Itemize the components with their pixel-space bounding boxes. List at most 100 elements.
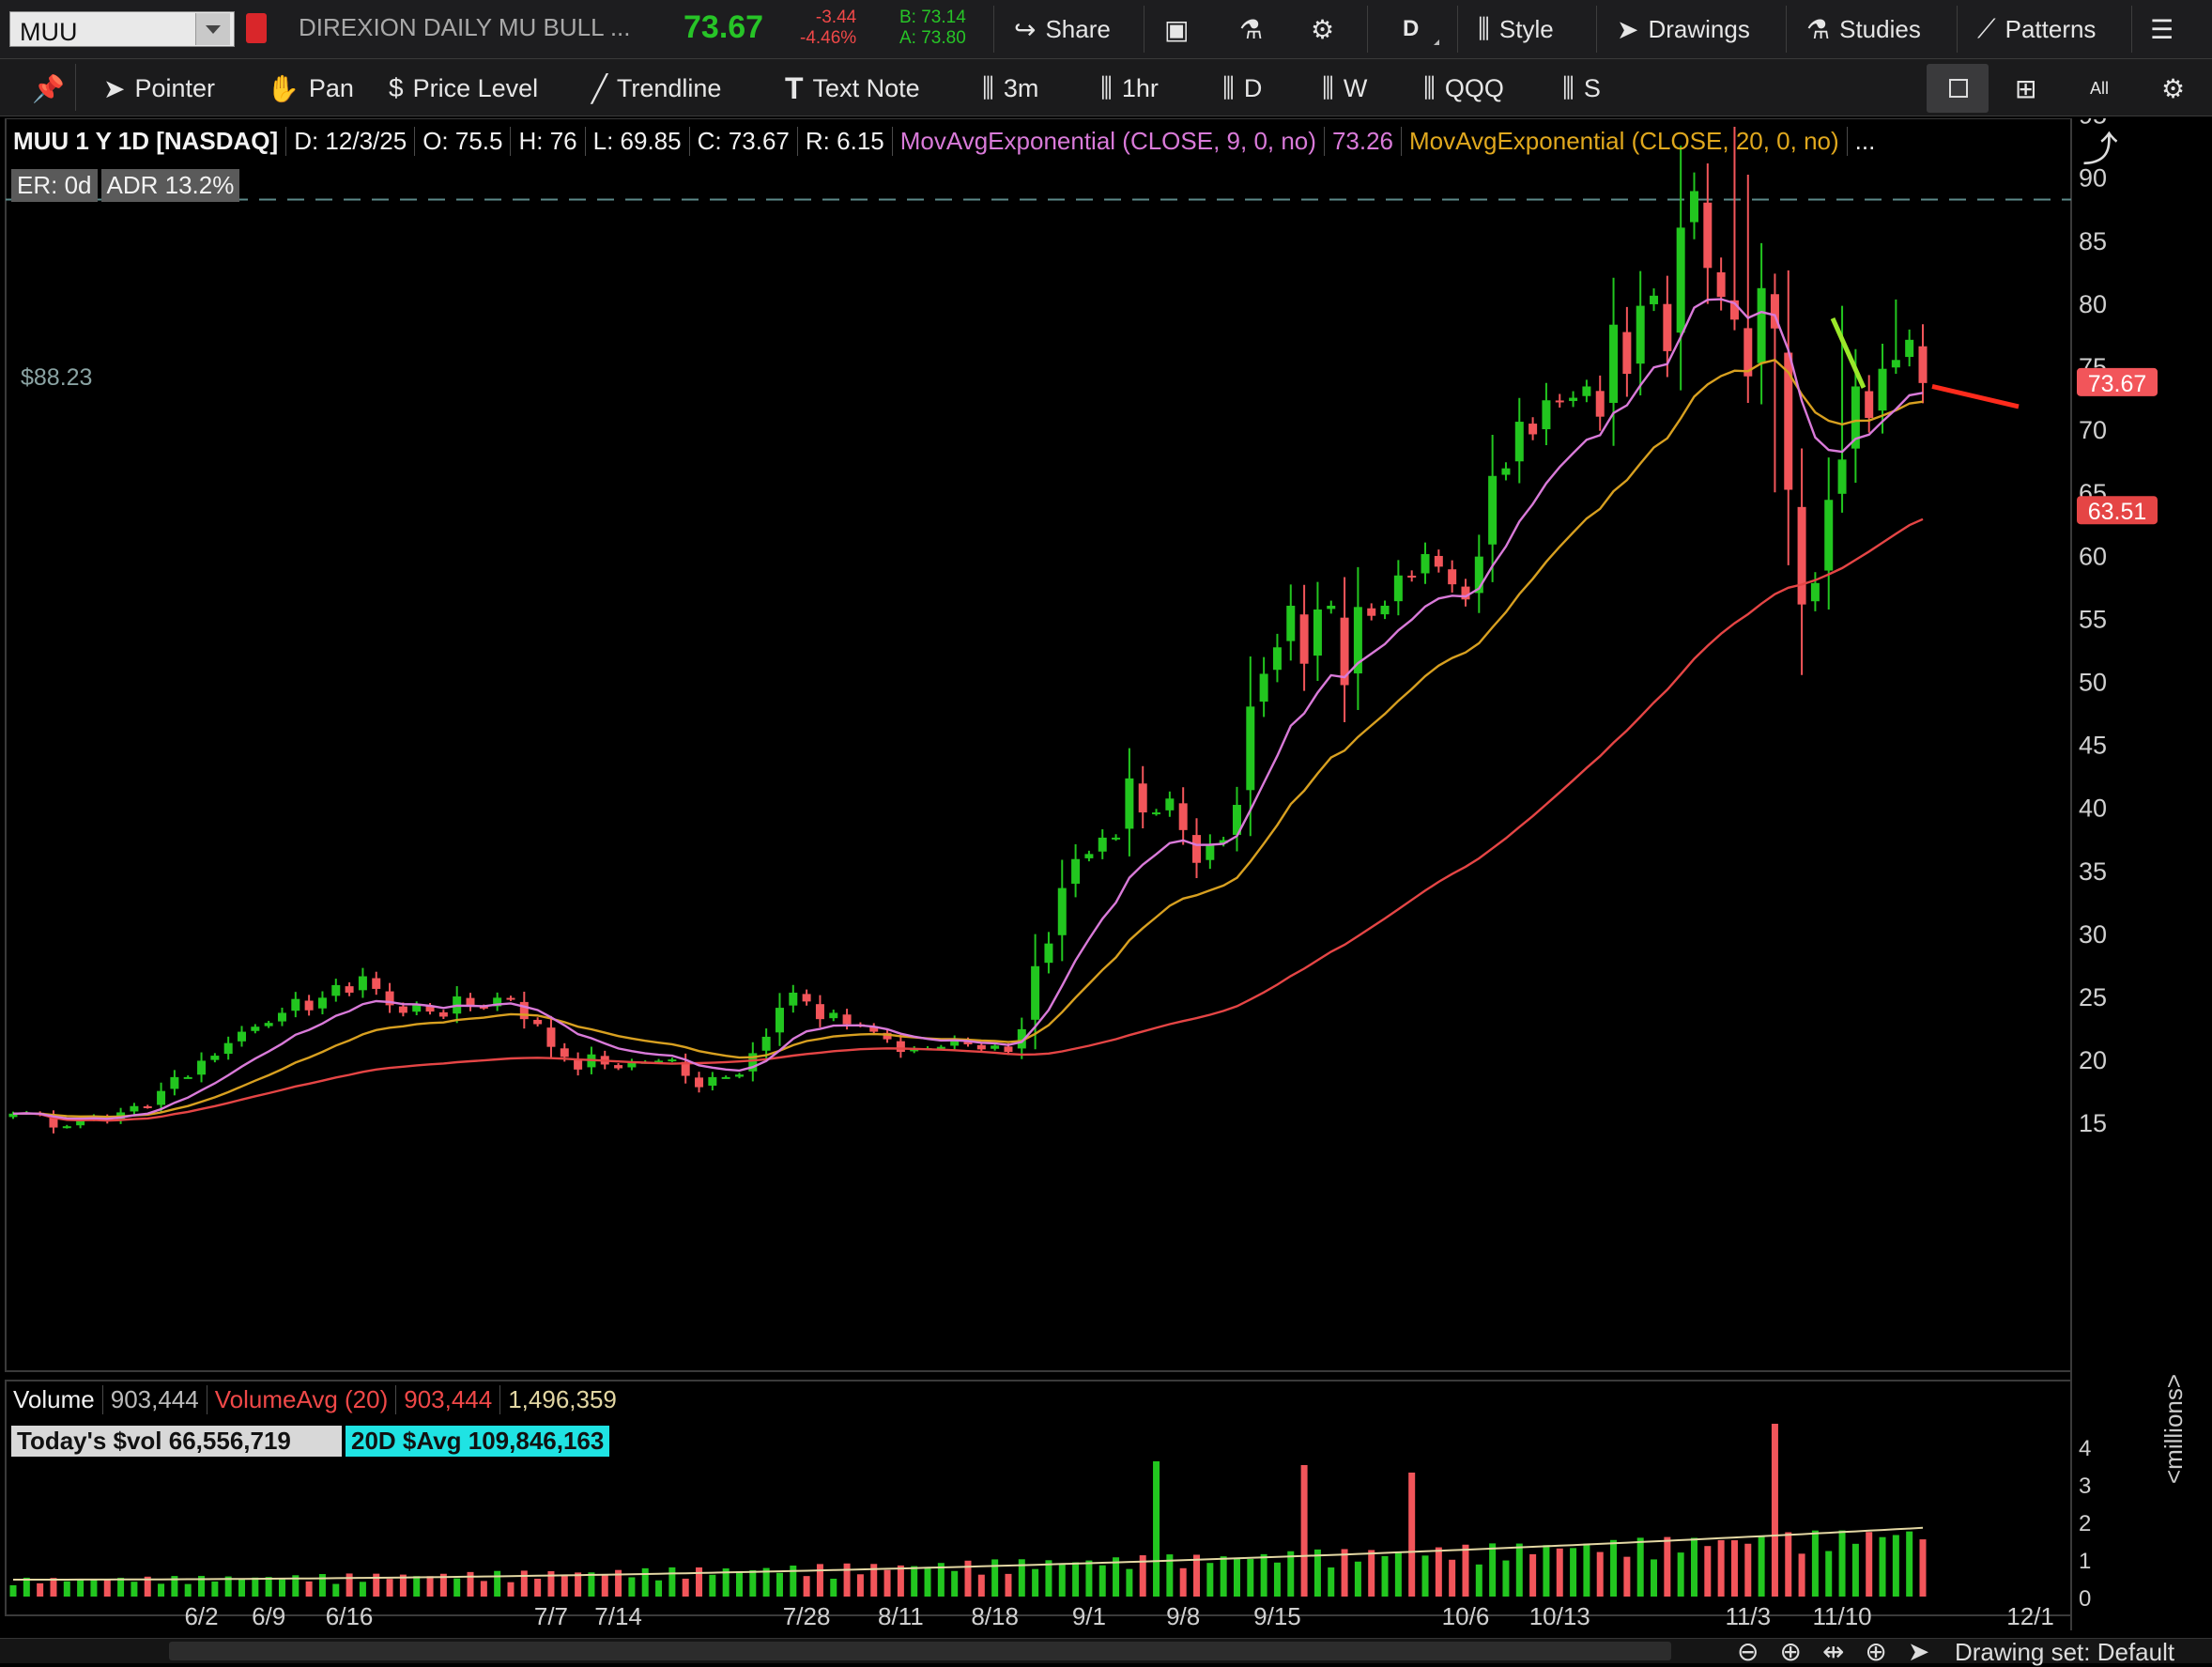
volume-bar[interactable] xyxy=(735,1570,743,1597)
volume-bar[interactable] xyxy=(1126,1568,1133,1597)
volume-bar[interactable] xyxy=(615,1569,622,1597)
volume-bar[interactable] xyxy=(1462,1544,1469,1597)
volume-bar[interactable] xyxy=(1851,1543,1859,1597)
volume-bar[interactable] xyxy=(911,1566,918,1597)
volume-bar[interactable] xyxy=(1798,1553,1805,1597)
chart-area[interactable]: 1051009590858075706560555045403530252015… xyxy=(0,118,2212,1662)
volume-bar[interactable] xyxy=(991,1559,999,1597)
candle-body[interactable] xyxy=(412,1005,422,1012)
red-trendline[interactable] xyxy=(1931,384,2020,409)
volume-bar[interactable] xyxy=(1825,1551,1833,1597)
patterns-button[interactable]: ⟋ Patterns xyxy=(1977,9,2096,49)
volume-bar[interactable] xyxy=(23,1577,30,1597)
volume-bar[interactable] xyxy=(1758,1536,1765,1597)
volume-bar[interactable] xyxy=(1313,1549,1321,1597)
volume-bar[interactable] xyxy=(1489,1543,1497,1597)
candle-body[interactable] xyxy=(1837,459,1847,494)
candle-body[interactable] xyxy=(143,1105,152,1108)
candle-body[interactable] xyxy=(493,997,502,1007)
candle-body[interactable] xyxy=(1474,556,1483,594)
candle-body[interactable] xyxy=(210,1056,220,1060)
candle-body[interactable] xyxy=(936,1046,945,1049)
volume-bar[interactable] xyxy=(1018,1559,1025,1597)
volume-bar[interactable] xyxy=(1153,1461,1160,1597)
volume-bar[interactable] xyxy=(1166,1554,1174,1597)
volume-bar[interactable] xyxy=(1005,1573,1012,1597)
volume-bar[interactable] xyxy=(494,1570,501,1597)
volume-bar[interactable] xyxy=(1515,1543,1523,1597)
horizontal-scrollbar[interactable] xyxy=(169,1642,1671,1660)
volume-bar[interactable] xyxy=(1690,1537,1697,1597)
volume-bar[interactable] xyxy=(1771,1424,1778,1597)
volume-bar[interactable] xyxy=(1730,1540,1738,1597)
candle-body[interactable] xyxy=(734,1074,744,1077)
volume-bar[interactable] xyxy=(762,1567,770,1597)
candle-body[interactable] xyxy=(1353,607,1362,674)
candle-body[interactable] xyxy=(1246,706,1255,791)
candle-body[interactable] xyxy=(1004,1046,1013,1053)
candle-body[interactable] xyxy=(49,1117,58,1128)
price-level-tool[interactable]: $ Price Level xyxy=(389,71,538,105)
volume-bar[interactable] xyxy=(198,1575,206,1597)
volume-bar[interactable] xyxy=(1906,1531,1913,1597)
volume-bar[interactable] xyxy=(1179,1567,1187,1597)
candle-body[interactable] xyxy=(1125,778,1134,829)
candle-body[interactable] xyxy=(896,1041,905,1053)
candle-body[interactable] xyxy=(842,1014,852,1025)
candle-body[interactable] xyxy=(1555,400,1564,403)
candle-body[interactable] xyxy=(1878,368,1887,411)
candle-body[interactable] xyxy=(291,998,300,1011)
volume-bar[interactable] xyxy=(77,1579,84,1597)
grid-layout-button[interactable]: ⊞ xyxy=(2015,71,2046,105)
crosshair-icon[interactable]: ⊕ xyxy=(1865,1637,1887,1666)
candle-body[interactable] xyxy=(1918,346,1928,383)
volume-bar[interactable] xyxy=(426,1576,434,1597)
volume-bar[interactable] xyxy=(1543,1545,1550,1597)
volume-bar[interactable] xyxy=(37,1582,44,1597)
volume-bar[interactable] xyxy=(561,1575,568,1597)
candle-body[interactable] xyxy=(1810,582,1820,602)
candle-body[interactable] xyxy=(331,984,341,996)
volume-bar[interactable] xyxy=(1475,1564,1482,1597)
ema9-label[interactable]: MovAvgExponential (CLOSE, 9, 0, no) xyxy=(893,126,1325,156)
candle-body[interactable] xyxy=(385,991,394,1006)
volume-bar[interactable] xyxy=(897,1565,904,1597)
candle-body[interactable] xyxy=(802,994,811,1002)
candle-body[interactable] xyxy=(1434,555,1443,567)
candle-body[interactable] xyxy=(1891,360,1900,368)
volume-bar[interactable] xyxy=(158,1583,165,1597)
candle-body[interactable] xyxy=(197,1060,207,1075)
candle-body[interactable] xyxy=(1084,854,1094,858)
pin-button[interactable]: 📌 xyxy=(32,71,74,105)
candle-body[interactable] xyxy=(1663,303,1672,351)
candle-body[interactable] xyxy=(950,1039,960,1046)
volume-bar[interactable] xyxy=(252,1577,259,1597)
flag-icon[interactable] xyxy=(246,13,267,43)
candle-body[interactable] xyxy=(1865,391,1874,419)
candle-body[interactable] xyxy=(264,1023,273,1026)
candle-body[interactable] xyxy=(1286,605,1296,641)
candle-body[interactable] xyxy=(695,1077,704,1088)
volume-bar[interactable] xyxy=(1529,1553,1537,1597)
preset-3m[interactable]: ⫼ 3m xyxy=(982,71,1038,105)
candle-body[interactable] xyxy=(304,1000,314,1011)
candle-body[interactable] xyxy=(1057,888,1067,935)
candle-body[interactable] xyxy=(238,1031,247,1042)
flask-button[interactable]: ⚗ xyxy=(1239,9,1272,49)
volume-bar[interactable] xyxy=(1220,1556,1227,1597)
volume-bar[interactable] xyxy=(520,1570,528,1597)
candle-body[interactable] xyxy=(963,1040,973,1044)
volume-bar[interactable] xyxy=(50,1578,57,1597)
studies-button[interactable]: ⚗ Studies xyxy=(1806,9,1921,49)
preset-1hr[interactable]: ⫼ 1hr xyxy=(1100,71,1159,105)
candle-body[interactable] xyxy=(1044,943,1053,964)
candle-body[interactable] xyxy=(1851,386,1860,449)
candle-body[interactable] xyxy=(1031,965,1040,1020)
candle-body[interactable] xyxy=(1152,812,1161,815)
volume-bar[interactable] xyxy=(682,1578,689,1597)
volume-bar[interactable] xyxy=(883,1569,891,1597)
volume-bar[interactable] xyxy=(1354,1561,1361,1597)
volume-bar[interactable] xyxy=(453,1578,461,1597)
volume-bar[interactable] xyxy=(1381,1555,1389,1597)
candle-body[interactable] xyxy=(1542,400,1551,430)
